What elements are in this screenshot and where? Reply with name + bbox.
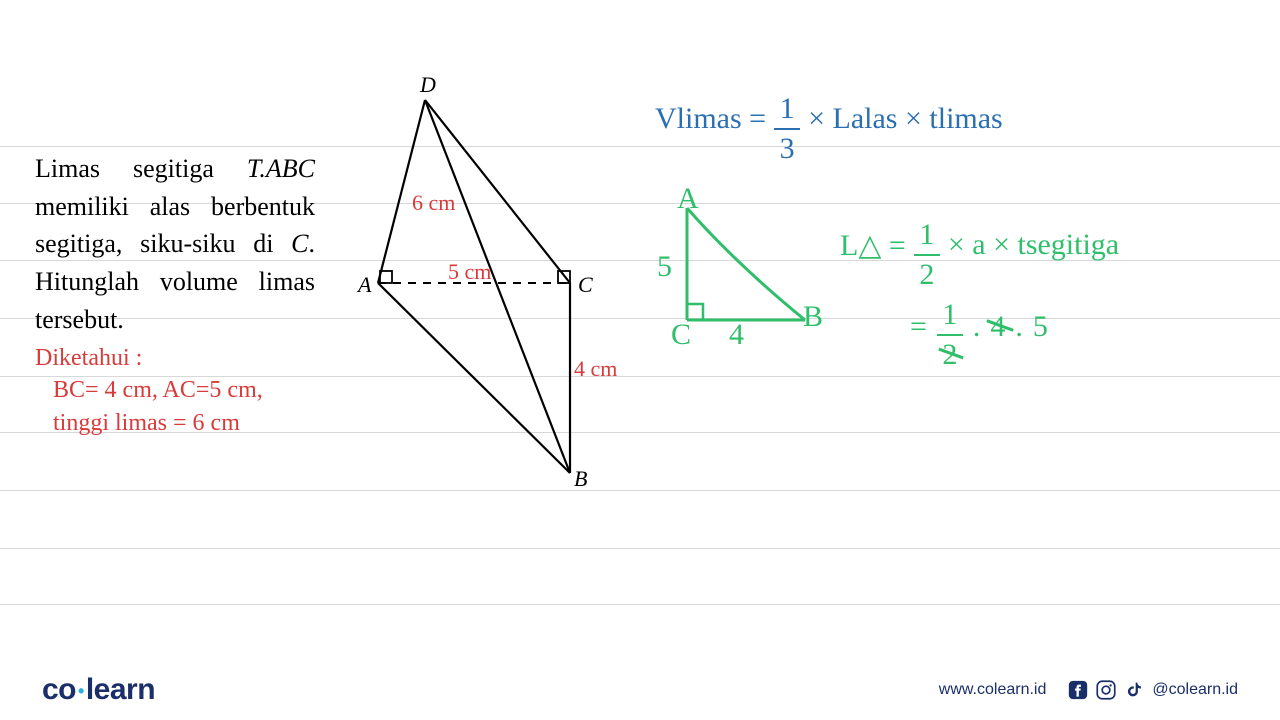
lseg-num: 1 — [919, 220, 934, 250]
lseg-den: 2 — [919, 260, 934, 290]
mini-four: 4 — [729, 318, 744, 352]
eval-dot: . — [1015, 310, 1023, 344]
eval-dot: . — [973, 310, 981, 344]
stage: Limas segitiga T.ABC memiliki alas berbe… — [0, 0, 1280, 720]
footer-handle: @colearn.id — [1152, 681, 1238, 699]
problem-text: Limas segitiga T.ABC memiliki alas berbe… — [35, 150, 315, 338]
measure-ac: 5 cm — [448, 257, 491, 287]
footer-right: www.colearn.id @colearn.id — [939, 680, 1238, 700]
eval-num: 1 — [942, 300, 957, 330]
brand-a: co — [42, 673, 76, 706]
vertex-a: A — [358, 272, 371, 298]
known-block: Diketahui : BC= 4 cm, AC=5 cm, tinggi li… — [35, 342, 263, 439]
brand-logo: co•learn — [42, 673, 155, 707]
mini-c: C — [671, 318, 691, 352]
formula-eval: = 1 2 . 4 . 5 — [910, 310, 1048, 380]
known-line: tinggi limas = 6 cm — [35, 407, 263, 439]
rule-line — [0, 146, 1280, 147]
formula-lseg: L△ = 1 2 × a × tsegitiga — [840, 228, 1119, 298]
eval-b: 5 — [1033, 310, 1048, 344]
tiktok-icon — [1124, 680, 1144, 700]
lseg-pre: L△ = — [840, 228, 906, 263]
vlimas-pre: Vlimas = — [655, 102, 766, 136]
instagram-icon — [1096, 680, 1116, 700]
mini-triangle: A C B 5 4 — [655, 200, 835, 360]
problem-part-italic: C — [291, 229, 308, 258]
social-icons: @colearn.id — [1068, 680, 1238, 700]
problem-part: memiliki alas berbentuk segitiga, siku-s… — [35, 192, 315, 259]
footer: co•learn www.colearn.id @colearn.id — [0, 660, 1280, 720]
measure-ad: 6 cm — [412, 188, 455, 218]
rule-line — [0, 604, 1280, 605]
known-title: Diketahui : — [35, 342, 263, 374]
vlimas-num: 1 — [780, 94, 795, 124]
vertex-b: B — [574, 466, 587, 492]
eval-eq: = — [910, 310, 927, 344]
facebook-icon — [1068, 680, 1088, 700]
vlimas-den: 3 — [780, 134, 795, 164]
formula-vlimas: Vlimas = 1 3 × Lalas × tlimas — [655, 102, 1003, 172]
vertex-d: D — [420, 72, 436, 98]
brand-b: learn — [86, 673, 155, 706]
known-line: BC= 4 cm, AC=5 cm, — [35, 374, 263, 406]
mini-b: B — [803, 300, 823, 334]
vlimas-post: × Lalas × tlimas — [808, 102, 1003, 136]
measure-cb: 4 cm — [574, 354, 617, 384]
footer-url: www.colearn.id — [939, 681, 1047, 699]
vertex-c: C — [578, 272, 593, 298]
lseg-post: × a × tsegitiga — [948, 228, 1119, 262]
problem-part-italic: T.ABC — [247, 154, 315, 183]
diagram-svg — [340, 88, 640, 488]
problem-part: Limas segitiga — [35, 154, 247, 183]
rule-line — [0, 548, 1280, 549]
mini-five: 5 — [657, 250, 672, 284]
brand-dot: • — [78, 681, 84, 701]
rule-line — [0, 490, 1280, 491]
main-diagram: D A C B 6 cm 5 cm 4 cm — [340, 88, 640, 488]
mini-a: A — [677, 182, 699, 216]
